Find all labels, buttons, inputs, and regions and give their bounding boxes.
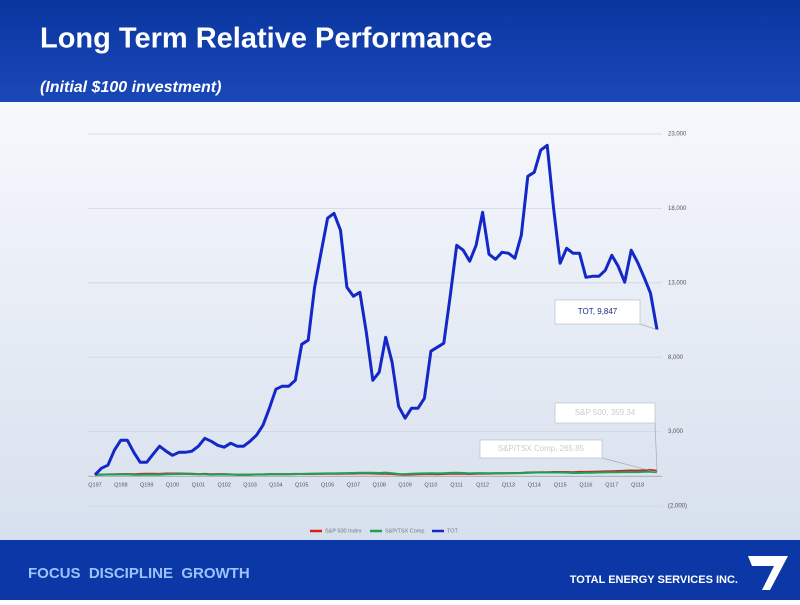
slide-subtitle: (Initial $100 investment)	[40, 79, 221, 96]
callout-box	[554, 299, 641, 325]
y-tick-label: 13,000	[668, 280, 687, 286]
x-tick-label: Q116	[579, 483, 592, 489]
company-logo	[748, 556, 788, 590]
series-line	[94, 470, 658, 476]
x-tick-label: Q115	[554, 483, 567, 489]
footer-band	[0, 540, 800, 600]
callout-leader	[639, 323, 658, 331]
x-tick-label: Q111	[450, 483, 463, 489]
x-tick-label: Q104	[269, 483, 282, 489]
header-band	[0, 0, 800, 102]
x-tick-label: Q105	[295, 483, 308, 489]
x-tick-label: Q113	[502, 483, 515, 489]
legend-label: TOT	[447, 528, 459, 534]
x-tick-label: Q109	[398, 483, 411, 489]
x-tick-label: Q106	[321, 483, 334, 489]
callout-box	[479, 439, 603, 459]
x-tick-label: Q118	[631, 483, 644, 489]
callout-leader	[601, 457, 658, 473]
x-tick-label: Q117	[605, 483, 618, 489]
callout-leader	[654, 422, 658, 471]
body-band	[0, 102, 800, 540]
company-name: TOTAL ENERGY SERVICES INC.	[570, 574, 738, 586]
x-tick-label: Q114	[528, 483, 541, 489]
y-tick-label: (2,000)	[668, 504, 687, 510]
chart: 23,000 18,000 13,000 8,000 3,000 (2,000) Q197 Q…	[88, 132, 687, 534]
legend-label: S&P/TSX Comp	[385, 528, 424, 534]
x-tick-label: Q101	[192, 483, 205, 489]
callout-label: S&P/TSX Comp, 265.85	[498, 444, 585, 453]
legend-label: S&P 500 Index	[325, 528, 362, 534]
tagline: FOCUS DISCIPLINE GROWTH	[28, 565, 250, 582]
x-tick-label: Q110	[424, 483, 437, 489]
x-tick-label: Q198	[114, 483, 127, 489]
x-tick-label: Q107	[347, 483, 360, 489]
x-tick-label: Q103	[243, 483, 256, 489]
callout-box	[554, 402, 656, 424]
slide-title: Long Term Relative Performance	[40, 23, 492, 55]
x-tick-label: Q197	[88, 483, 101, 489]
x-tick-label: Q100	[166, 483, 179, 489]
callout-label: TOT, 9,847	[578, 307, 618, 316]
y-tick-label: 23,000	[668, 132, 687, 138]
y-tick-label: 18,000	[668, 206, 687, 212]
x-tick-label: Q112	[476, 483, 489, 489]
x-tick-label: Q102	[217, 483, 230, 489]
y-tick-label: 8,000	[668, 355, 684, 361]
series-line	[93, 143, 659, 476]
x-tick-label: Q199	[140, 483, 153, 489]
y-tick-label: 3,000	[668, 429, 684, 435]
x-tick-label: Q108	[372, 483, 385, 489]
callout-label: S&P 500, 359.34	[575, 408, 636, 417]
